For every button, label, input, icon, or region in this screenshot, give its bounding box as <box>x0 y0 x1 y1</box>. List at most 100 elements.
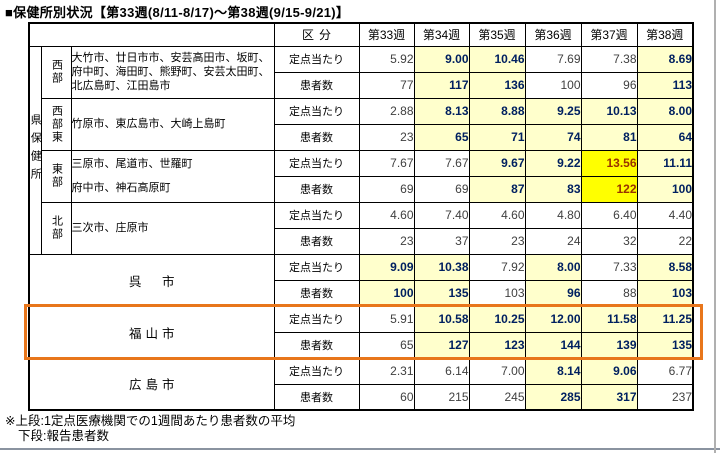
value-cell: 2.31 <box>358 357 415 385</box>
value-cell: 100 <box>524 71 582 99</box>
municipalities-hokubu: 三次市、庄原市 <box>70 201 275 255</box>
row-type-label: 患者数 <box>273 279 360 307</box>
table-row: 患者数 60 215 245 285 317 237 <box>29 383 694 411</box>
footnote-line2: 下段:報告患者数 <box>18 429 109 443</box>
value-cell: 144 <box>524 331 582 359</box>
bottom-divider-line <box>0 448 720 450</box>
value-cell: 317 <box>580 383 638 411</box>
value-cell: 10.58 <box>413 305 470 333</box>
row-type-label: 患者数 <box>273 331 360 359</box>
table-row: 西部東 竹原市、東広島市、大崎上島町 定点当たり 2.88 8.13 8.88 9.25… <box>29 97 694 151</box>
value-cell: 9.00 <box>413 45 470 73</box>
value-cell: 96 <box>524 279 582 307</box>
value-cell: 96 <box>580 71 638 99</box>
row-type-label: 患者数 <box>273 175 360 203</box>
table-row: 北部 三次市、庄原市 定点当たり 4.60 7.40 4.60 4.80 6.40 4.40 <box>29 201 694 255</box>
value-cell: 77 <box>358 71 415 99</box>
value-cell: 24 <box>524 227 582 255</box>
value-cell: 23 <box>468 227 526 255</box>
value-cell: 32 <box>580 227 638 255</box>
row-type-label: 定点当たり <box>273 45 360 73</box>
value-cell: 4.40 <box>636 201 694 229</box>
table-row: 患者数 65 127 123 144 139 135 <box>29 331 694 359</box>
value-cell: 135 <box>413 279 470 307</box>
footnotes: ※上段:1定点医療機関での1週間あたり患者数の平均 下段:報告患者数 <box>5 414 295 444</box>
value-cell: 5.91 <box>358 305 415 333</box>
value-cell: 12.00 <box>524 305 582 333</box>
value-cell: 9.25 <box>524 97 582 125</box>
week-header-36: 第36週 <box>524 22 582 47</box>
table-row: 福山市 定点当たり 5.91 10.58 10.25 12.00 11.58 11.25 <box>28 305 694 359</box>
value-cell: 7.69 <box>524 45 582 73</box>
value-cell: 88 <box>580 279 638 307</box>
municipalities-seibu: 大竹市、廿日市市、安芸高田市、坂町、府中町、海田町、熊野町、安芸太田町、北広島町… <box>70 45 275 99</box>
value-cell: 103 <box>468 279 526 307</box>
footnote-line1: ※上段:1定点医療機関での1週間あたり患者数の平均 <box>5 414 296 428</box>
value-cell: 7.67 <box>358 149 415 177</box>
value-cell: 7.67 <box>413 149 470 177</box>
value-cell: 13.56 <box>580 149 638 177</box>
value-cell: 6.77 <box>636 357 694 385</box>
value-cell: 7.00 <box>468 357 526 385</box>
value-cell: 5.92 <box>358 45 415 73</box>
value-cell: 135 <box>636 331 694 359</box>
value-cell: 8.14 <box>524 357 582 385</box>
value-cell: 11.58 <box>580 305 638 333</box>
page-title: ■保健所別状況【第33週(8/11-8/17)～第38週(9/15-9/21)】 <box>5 5 350 20</box>
week-header-34: 第34週 <box>413 22 470 47</box>
value-cell: 9.09 <box>358 253 415 281</box>
table-row: 患者数 23 65 71 74 81 64 <box>29 123 694 151</box>
value-cell: 81 <box>580 123 638 151</box>
table-row: 患者数 77 117 136 100 96 113 <box>29 71 694 99</box>
row-type-label: 定点当たり <box>273 305 360 333</box>
value-cell: 100 <box>636 175 694 203</box>
value-cell: 139 <box>580 331 638 359</box>
value-cell: 64 <box>636 123 694 151</box>
value-cell: 285 <box>524 383 582 411</box>
value-cell: 60 <box>358 383 415 411</box>
prefecture-health-center-header: 県保健所 <box>28 45 42 255</box>
value-cell: 113 <box>636 71 694 99</box>
value-cell: 9.22 <box>524 149 582 177</box>
value-cell: 83 <box>524 175 582 203</box>
region-label-hokubu: 北部 <box>40 201 72 255</box>
value-cell: 10.38 <box>413 253 470 281</box>
week-header-38: 第38週 <box>636 22 694 47</box>
value-cell: 100 <box>358 279 415 307</box>
value-cell: 65 <box>413 123 470 151</box>
table-row: 東部 三原市、尾道市、世羅町 府中市、神石高原町 定点当たり 7.67 7.67 9.… <box>29 149 694 203</box>
city-label-fukuyama: 福山市 <box>28 305 275 359</box>
value-cell: 8.58 <box>636 253 694 281</box>
value-cell: 7.92 <box>468 253 526 281</box>
row-type-label: 定点当たり <box>273 201 360 229</box>
city-label-kure: 呉 市 <box>28 253 275 307</box>
table-row: 患者数 100 135 103 96 88 103 <box>29 279 694 307</box>
value-cell: 6.40 <box>580 201 638 229</box>
corner-cell <box>28 22 275 47</box>
value-cell: 65 <box>358 331 415 359</box>
table-row: 患者数 69 69 87 83 122 100 <box>29 175 694 203</box>
week-header-37: 第37週 <box>580 22 638 47</box>
value-cell: 122 <box>580 175 638 203</box>
value-cell: 123 <box>468 331 526 359</box>
value-cell: 69 <box>413 175 470 203</box>
value-cell: 7.33 <box>580 253 638 281</box>
value-cell: 117 <box>413 71 470 99</box>
value-cell: 8.69 <box>636 45 694 73</box>
table-row: 患者数 23 37 23 24 32 22 <box>29 227 694 255</box>
table-header-row: 区分 第33週 第34週 第35週 第36週 第37週 第38週 <box>28 22 694 47</box>
value-cell: 22 <box>636 227 694 255</box>
row-type-label: 患者数 <box>273 71 360 99</box>
value-cell: 127 <box>413 331 470 359</box>
health-center-status-table: 区分 第33週 第34週 第35週 第36週 第37週 第38週 県保健所 西部… <box>28 22 694 411</box>
table-row: 呉 市 定点当たり 9.09 10.38 7.92 8.00 7.33 8.58 <box>28 253 694 307</box>
value-cell: 9.06 <box>580 357 638 385</box>
region-label-seibu: 西部 <box>40 45 72 99</box>
value-cell: 7.38 <box>580 45 638 73</box>
value-cell: 6.14 <box>413 357 470 385</box>
value-cell: 4.80 <box>524 201 582 229</box>
value-cell: 8.00 <box>524 253 582 281</box>
kubun-header-cell: 区分 <box>273 22 360 47</box>
value-cell: 4.60 <box>358 201 415 229</box>
